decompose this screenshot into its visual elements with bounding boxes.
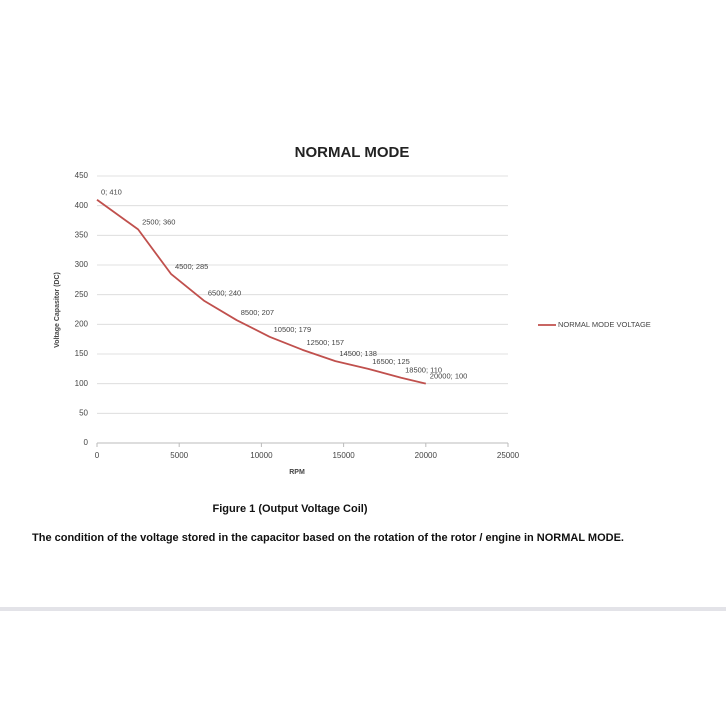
y-tick-label: 300 (75, 260, 89, 269)
data-label: 6500; 240 (208, 289, 241, 298)
x-tick-label: 20000 (415, 451, 438, 460)
data-label: 18500; 110 (405, 366, 442, 375)
data-label: 20000; 100 (430, 372, 468, 381)
y-tick-label: 50 (79, 408, 88, 417)
y-tick-label: 200 (75, 319, 89, 328)
y-tick-label: 350 (75, 230, 89, 239)
x-axis-label: RPM (289, 469, 305, 476)
y-tick-label: 150 (75, 349, 89, 358)
data-label: 2500; 360 (142, 217, 175, 226)
data-label: 10500; 179 (274, 325, 312, 334)
x-tick-label: 5000 (170, 451, 188, 460)
data-label: 8500; 207 (241, 308, 274, 317)
page-edge (0, 607, 726, 611)
y-tick-label: 100 (75, 379, 89, 388)
y-tick-label: 400 (75, 201, 89, 210)
y-tick-label: 250 (75, 290, 89, 299)
legend-label: NORMAL MODE VOLTAGE (558, 320, 651, 329)
chart-title: NORMAL MODE (295, 144, 410, 161)
figure-caption: Figure 1 (Output Voltage Coil) (212, 503, 368, 515)
data-label: 0; 410 (101, 188, 122, 197)
y-tick-label: 450 (75, 171, 89, 180)
y-axis-label: Voltage Capasitor (DC) (54, 272, 61, 348)
y-tick-label: 0 (84, 438, 89, 447)
data-label: 12500; 157 (307, 338, 345, 347)
line (96, 199, 427, 385)
x-tick-label: 0 (95, 451, 100, 460)
x-tick-label: 25000 (497, 451, 520, 460)
x-tick-label: 15000 (332, 451, 355, 460)
x-tick-label: 10000 (250, 451, 273, 460)
data-label: 16500; 125 (372, 357, 410, 366)
chart: NORMAL MODE RPM Voltage Capasitor (DC) 0… (54, 144, 651, 476)
data-label: 14500; 138 (339, 349, 377, 358)
caption-text: The condition of the voltage stored in t… (32, 532, 624, 544)
data-label: 4500; 285 (175, 262, 208, 271)
